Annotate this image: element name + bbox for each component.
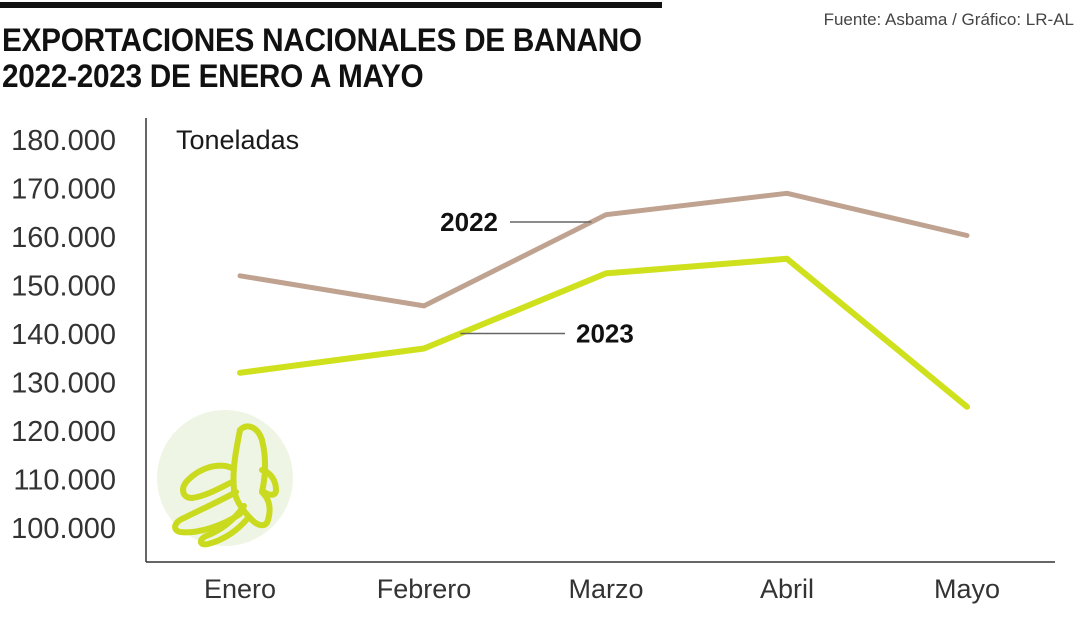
- y-tick-label: 100.000: [11, 513, 116, 545]
- y-tick-label: 140.000: [11, 319, 116, 351]
- x-tick-label: Mayo: [934, 574, 1000, 604]
- y-tick-label: 170.000: [11, 174, 116, 206]
- y-tick-label: 180.000: [11, 125, 116, 157]
- series-label-2023: 2023: [576, 319, 634, 349]
- series-2022: 2022: [237, 190, 970, 309]
- x-tick-label: Enero: [204, 574, 276, 604]
- series-label-2022: 2022: [440, 207, 498, 237]
- x-axis: Enero Febrero Marzo Abril Mayo: [146, 561, 1055, 604]
- x-tick-label: Febrero: [377, 574, 472, 604]
- y-tick-label: 160.000: [11, 222, 116, 254]
- y-tick-label: 130.000: [11, 368, 116, 400]
- y-tick-label: 150.000: [11, 271, 116, 303]
- top-rule: [0, 2, 662, 8]
- series-group: 2022 2023: [237, 190, 970, 410]
- title-line-1: EXPORTACIONES NACIONALES DE BANANO: [2, 22, 642, 58]
- title-line-2: 2022-2023 DE ENERO A MAYO: [2, 58, 424, 94]
- y-tick-label: 110.000: [13, 465, 116, 497]
- series-line-2022: [237, 190, 970, 309]
- source-credit: Fuente: Asbama / Gráfico: LR-AL: [823, 10, 1074, 29]
- chart-title: EXPORTACIONES NACIONALES DE BANANO 2022-…: [2, 22, 642, 94]
- x-tick-label: Abril: [760, 574, 814, 604]
- y-tick-label: 120.000: [11, 416, 116, 448]
- series-2023: 2023: [237, 255, 970, 410]
- y-axis: 100.000 110.000 120.000 130.000 140.000 150.0…: [11, 118, 147, 562]
- x-tick-label: Marzo: [568, 574, 643, 604]
- banana-icon: [157, 410, 293, 548]
- y-axis-unit-label: Toneladas: [176, 125, 299, 155]
